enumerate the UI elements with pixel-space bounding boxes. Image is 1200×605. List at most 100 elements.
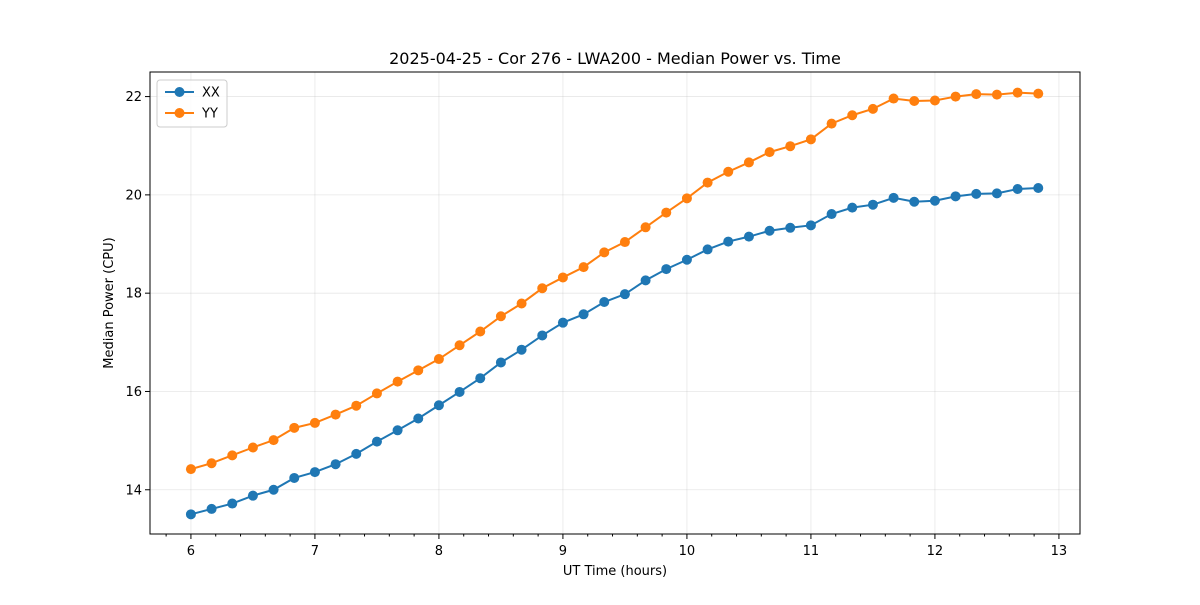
x-tick-label: 8 bbox=[435, 544, 443, 559]
data-point-xx bbox=[805, 220, 816, 231]
data-point-yy bbox=[847, 110, 858, 121]
data-point-xx bbox=[557, 317, 568, 328]
data-point-yy bbox=[764, 147, 775, 158]
data-point-yy bbox=[805, 134, 816, 145]
data-point-xx bbox=[185, 509, 196, 520]
data-point-xx bbox=[661, 264, 672, 275]
x-tick-label: 13 bbox=[1051, 544, 1068, 559]
series-yy bbox=[185, 87, 1044, 475]
y-axis-label: Median Power (CPU) bbox=[102, 237, 117, 368]
data-point-xx bbox=[764, 225, 775, 236]
data-point-xx bbox=[454, 386, 465, 397]
data-point-xx bbox=[743, 231, 754, 242]
grid bbox=[150, 72, 1080, 534]
data-point-xx bbox=[495, 357, 506, 368]
legend-label: XX bbox=[202, 86, 220, 101]
y-tick-label: 14 bbox=[125, 483, 142, 498]
x-tick-label: 9 bbox=[559, 544, 567, 559]
legend-swatch-marker bbox=[174, 108, 185, 118]
axes-frame bbox=[149, 71, 1081, 535]
data-point-xx bbox=[578, 309, 589, 320]
data-point-yy bbox=[723, 166, 734, 177]
data-point-yy bbox=[991, 89, 1002, 100]
data-point-xx bbox=[599, 297, 610, 308]
data-point-yy bbox=[702, 177, 713, 188]
x-tick-label: 10 bbox=[679, 544, 696, 559]
data-point-xx bbox=[309, 467, 320, 478]
data-point-xx bbox=[330, 459, 341, 470]
data-point-yy bbox=[351, 400, 362, 411]
data-point-xx bbox=[351, 448, 362, 459]
series-layer bbox=[185, 87, 1044, 520]
data-point-xx bbox=[433, 400, 444, 411]
data-point-yy bbox=[330, 409, 341, 420]
chart-title: 2025-04-25 - Cor 276 - LWA200 - Median P… bbox=[389, 49, 841, 68]
axis-ticks: 6 7 8 9 10 11 12 13 14 16 18 20 22 bbox=[125, 90, 1067, 559]
data-point-xx bbox=[268, 484, 279, 495]
data-point-yy bbox=[619, 237, 630, 248]
data-point-yy bbox=[578, 262, 589, 273]
data-point-xx bbox=[1033, 182, 1044, 193]
data-point-yy bbox=[185, 464, 196, 475]
data-point-xx bbox=[723, 236, 734, 247]
data-point-xx bbox=[991, 188, 1002, 199]
data-point-yy bbox=[661, 207, 672, 218]
x-tick-label: 6 bbox=[187, 544, 195, 559]
data-point-yy bbox=[785, 141, 796, 152]
data-point-yy bbox=[413, 365, 424, 376]
data-point-yy bbox=[681, 193, 692, 204]
y-tick-label: 20 bbox=[125, 188, 142, 203]
data-point-yy bbox=[227, 450, 238, 461]
data-point-yy bbox=[268, 435, 279, 446]
data-point-yy bbox=[289, 422, 300, 433]
data-point-yy bbox=[909, 95, 920, 106]
data-point-yy bbox=[1012, 87, 1023, 98]
data-point-yy bbox=[309, 417, 320, 428]
data-point-xx bbox=[1012, 183, 1023, 194]
data-point-xx bbox=[867, 199, 878, 210]
data-point-xx bbox=[227, 498, 238, 509]
data-point-xx bbox=[392, 425, 403, 436]
data-point-xx bbox=[847, 202, 858, 213]
data-point-yy bbox=[1033, 88, 1044, 99]
data-point-yy bbox=[888, 93, 899, 104]
data-point-yy bbox=[640, 222, 651, 233]
data-point-xx bbox=[206, 503, 217, 514]
data-point-yy bbox=[433, 354, 444, 365]
data-point-xx bbox=[888, 192, 899, 203]
data-point-xx bbox=[909, 196, 920, 207]
data-point-xx bbox=[516, 344, 527, 355]
data-point-yy bbox=[454, 340, 465, 351]
x-tick-label: 12 bbox=[927, 544, 944, 559]
data-point-xx bbox=[681, 254, 692, 265]
data-point-yy bbox=[537, 283, 548, 294]
data-point-yy bbox=[495, 311, 506, 322]
data-point-yy bbox=[971, 89, 982, 100]
data-point-yy bbox=[206, 458, 217, 469]
data-point-yy bbox=[392, 376, 403, 387]
data-point-xx bbox=[475, 373, 486, 384]
data-point-xx bbox=[702, 244, 713, 255]
legend-swatch-marker bbox=[174, 87, 185, 97]
data-point-yy bbox=[867, 103, 878, 114]
data-point-yy bbox=[599, 247, 610, 258]
data-point-yy bbox=[929, 95, 940, 106]
data-point-yy bbox=[826, 118, 837, 129]
data-point-xx bbox=[950, 191, 961, 202]
x-axis-label: UT Time (hours) bbox=[563, 564, 667, 579]
data-point-xx bbox=[640, 275, 651, 286]
data-point-xx bbox=[785, 222, 796, 233]
x-tick-label: 7 bbox=[311, 544, 319, 559]
data-point-xx bbox=[289, 472, 300, 483]
data-point-xx bbox=[413, 413, 424, 424]
data-point-yy bbox=[950, 91, 961, 102]
data-point-xx bbox=[371, 436, 382, 447]
series-xx bbox=[185, 182, 1044, 520]
data-point-yy bbox=[247, 442, 258, 453]
data-point-xx bbox=[929, 195, 940, 206]
y-tick-label: 16 bbox=[125, 385, 142, 400]
y-tick-label: 22 bbox=[125, 90, 142, 105]
data-point-yy bbox=[516, 298, 527, 309]
